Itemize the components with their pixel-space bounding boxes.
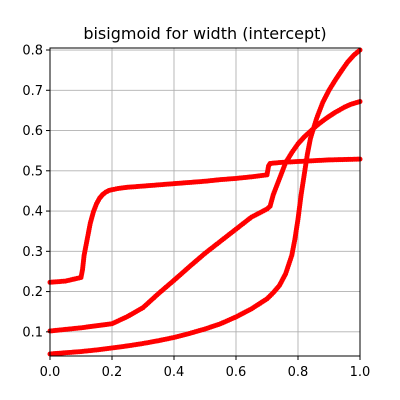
y-tick-label: 0.2	[22, 285, 43, 300]
y-tick-label: 0.3	[22, 245, 43, 260]
x-tick-label: 0.8	[288, 365, 309, 380]
y-tick-label: 0.1	[22, 325, 43, 340]
plot-frame	[49, 47, 361, 357]
y-tick-label: 0.7	[22, 84, 43, 99]
y-tick-label: 0.6	[22, 124, 43, 139]
y-axis: 0.1 0.2 0.3 0.4 0.5 0.6 0.7 0.8	[22, 44, 50, 340]
x-axis: 0.0 0.2 0.4 0.6 0.8 1.0	[40, 356, 371, 380]
y-tick-label: 0.5	[22, 164, 43, 179]
x-tick-label: 0.4	[164, 365, 185, 380]
chart-title: bisigmoid for width (intercept)	[83, 24, 326, 43]
series-1	[47, 156, 363, 285]
series-2	[47, 99, 363, 334]
x-tick-label: 0.6	[226, 365, 247, 380]
x-tick-label: 1.0	[350, 365, 371, 380]
y-tick-label: 0.4	[22, 205, 43, 220]
x-tick-label: 0.2	[102, 365, 123, 380]
data-points	[47, 47, 363, 357]
x-tick-label: 0.0	[40, 365, 61, 380]
y-tick-label: 0.8	[22, 44, 43, 59]
series-3	[47, 47, 363, 357]
